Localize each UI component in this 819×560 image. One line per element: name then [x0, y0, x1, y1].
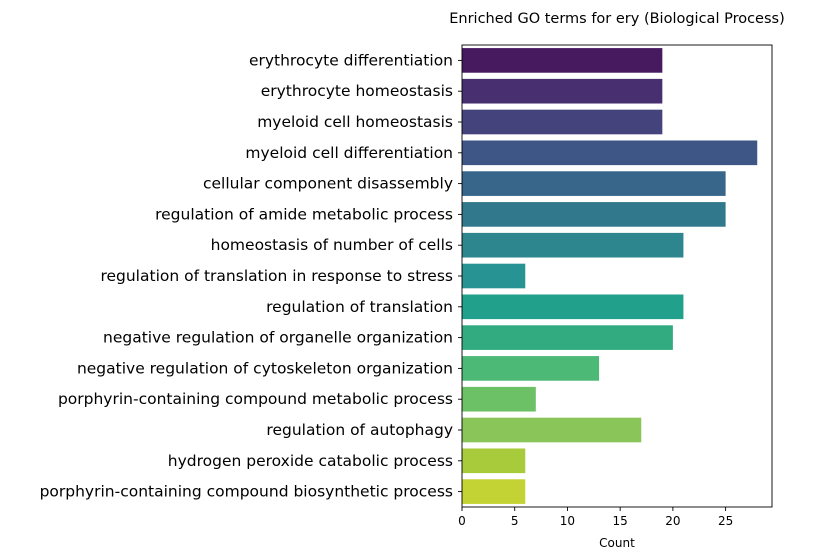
bar-8 — [462, 294, 684, 320]
category-label-9: negative regulation of organelle organiz… — [103, 329, 453, 347]
category-label-14: porphyrin-containing compound biosynthet… — [40, 483, 453, 501]
bar-6 — [462, 232, 684, 258]
category-label-8: regulation of translation — [266, 298, 453, 316]
bar-1 — [462, 78, 663, 104]
category-label-11: porphyrin-containing compound metabolic … — [58, 390, 453, 408]
bar-10 — [462, 356, 600, 381]
category-label-0: erythrocyte differentiation — [249, 51, 453, 69]
bars-group — [462, 48, 758, 504]
chart-title: Enriched GO terms for ery (Biological Pr… — [449, 11, 785, 27]
plot-frame — [461, 44, 773, 508]
category-label-1: erythrocyte homeostasis — [261, 82, 453, 100]
category-label-3: myeloid cell differentiation — [245, 144, 453, 162]
bar-5 — [462, 202, 726, 227]
x-tick-label-0: 0 — [458, 514, 466, 528]
bar-2 — [462, 109, 663, 135]
x-tick-label-1: 5 — [511, 514, 519, 528]
x-axis-label: Count — [599, 536, 635, 550]
x-tick-label-2: 10 — [560, 514, 575, 528]
x-tick-label-3: 15 — [613, 514, 628, 528]
category-label-4: cellular component disassembly — [203, 175, 453, 193]
category-label-6: homeostasis of number of cells — [211, 236, 453, 254]
category-label-7: regulation of translation in response to… — [100, 267, 453, 285]
x-axis-ticks: 0 5 10 15 20 25 — [458, 507, 733, 528]
bar-9 — [462, 325, 673, 350]
bar-7 — [462, 263, 526, 289]
category-label-2: myeloid cell homeostasis — [257, 113, 453, 131]
category-label-13: hydrogen peroxide catabolic process — [168, 452, 453, 470]
x-tick-label-5: 25 — [718, 514, 733, 528]
bar-14 — [462, 479, 526, 504]
x-tick-label-4: 20 — [665, 514, 680, 528]
bar-4 — [462, 171, 726, 196]
category-label-10: negative regulation of cytoskeleton orga… — [77, 359, 453, 377]
category-labels: erythrocyte differentiation erythrocyte h… — [40, 51, 462, 501]
bar-13 — [462, 448, 526, 474]
bar-11 — [462, 386, 536, 412]
bar-3 — [462, 140, 758, 166]
category-label-12: regulation of autophagy — [266, 421, 453, 439]
bar-12 — [462, 417, 642, 443]
bar-0 — [462, 48, 663, 73]
category-label-5: regulation of amide metabolic process — [155, 205, 453, 223]
